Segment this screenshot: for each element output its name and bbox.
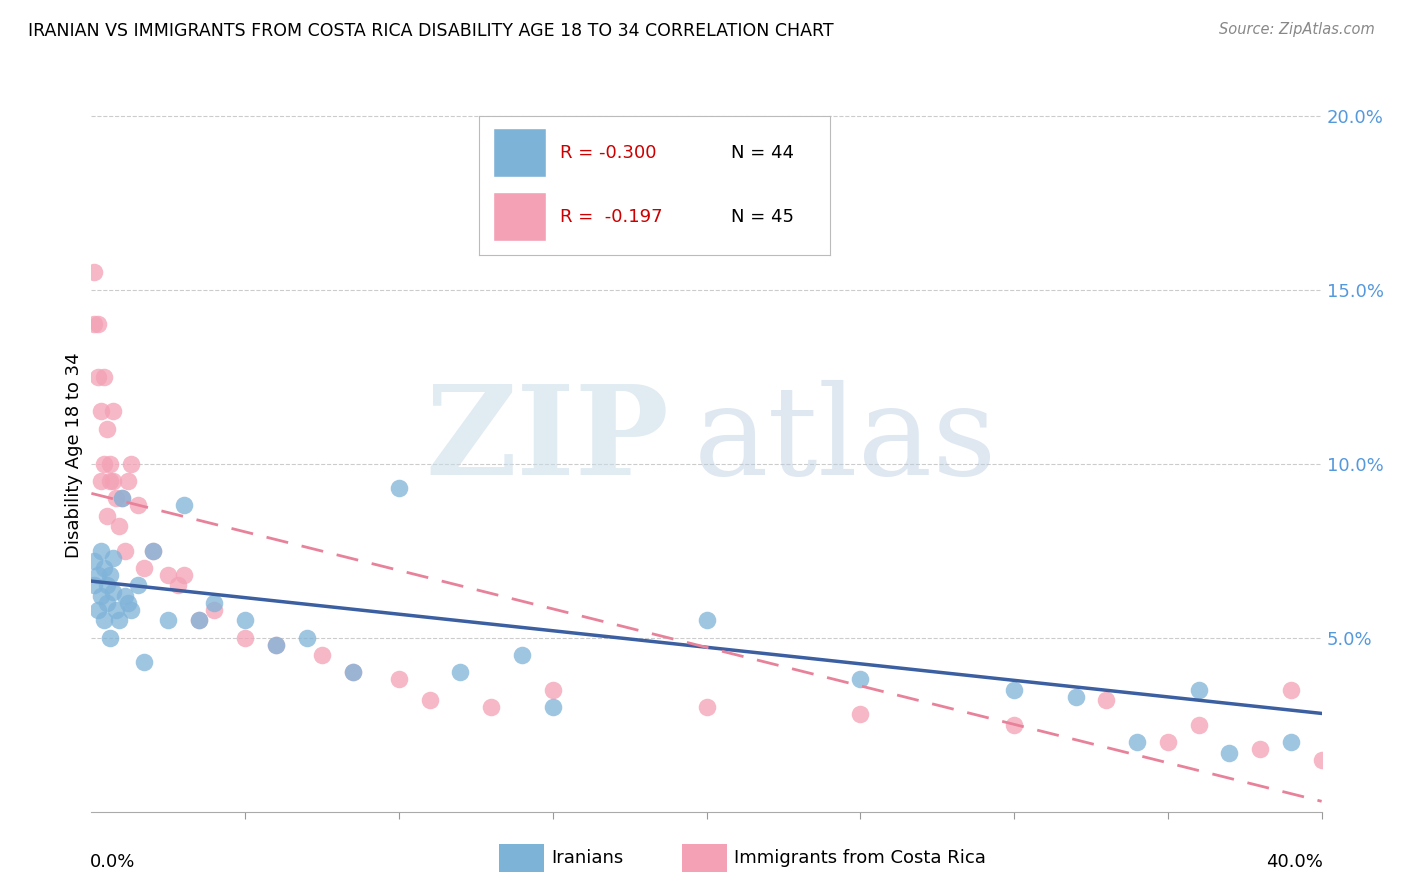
Point xyxy=(233,613,256,627)
Text: Iranians: Iranians xyxy=(551,849,623,867)
Point xyxy=(114,589,136,603)
Point xyxy=(86,318,108,332)
Point xyxy=(311,648,333,662)
Point xyxy=(388,481,411,495)
Point xyxy=(101,550,124,565)
Point xyxy=(117,596,139,610)
Point xyxy=(572,195,595,210)
Point xyxy=(1095,693,1118,707)
Point xyxy=(449,665,471,680)
Point xyxy=(1187,682,1209,697)
Point xyxy=(132,561,155,575)
Point xyxy=(86,568,108,582)
Point xyxy=(1249,742,1271,756)
Point xyxy=(1002,682,1025,697)
Point xyxy=(90,589,112,603)
Point xyxy=(96,596,118,610)
Point xyxy=(541,700,564,714)
Point xyxy=(86,603,108,617)
Point xyxy=(98,457,121,471)
Point xyxy=(342,665,364,680)
Point xyxy=(114,543,136,558)
Point xyxy=(93,369,115,384)
Text: ZIP: ZIP xyxy=(426,380,669,501)
Point xyxy=(188,613,211,627)
Point xyxy=(202,596,225,610)
Point xyxy=(101,585,124,599)
Point xyxy=(541,682,564,697)
Point xyxy=(105,491,127,506)
Point xyxy=(117,474,139,488)
Point xyxy=(120,603,142,617)
Point xyxy=(101,474,124,488)
Point xyxy=(173,568,195,582)
Point xyxy=(188,613,211,627)
Point xyxy=(86,369,108,384)
Point xyxy=(111,491,134,506)
Point xyxy=(142,543,165,558)
Point xyxy=(83,265,105,279)
Point xyxy=(202,603,225,617)
Point xyxy=(696,613,718,627)
Point xyxy=(96,578,118,592)
Point xyxy=(342,665,364,680)
Point xyxy=(295,631,318,645)
Text: atlas: atlas xyxy=(695,380,998,501)
Text: 0.0%: 0.0% xyxy=(90,853,135,871)
Point xyxy=(98,631,121,645)
Text: Source: ZipAtlas.com: Source: ZipAtlas.com xyxy=(1219,22,1375,37)
Text: IRANIAN VS IMMIGRANTS FROM COSTA RICA DISABILITY AGE 18 TO 34 CORRELATION CHART: IRANIAN VS IMMIGRANTS FROM COSTA RICA DI… xyxy=(28,22,834,40)
Point xyxy=(90,474,112,488)
Point xyxy=(696,700,718,714)
Point xyxy=(1002,717,1025,731)
Point xyxy=(90,404,112,418)
Y-axis label: Disability Age 18 to 34: Disability Age 18 to 34 xyxy=(65,352,83,558)
Point xyxy=(101,404,124,418)
Point xyxy=(108,519,131,533)
Point xyxy=(173,499,195,513)
Point xyxy=(479,700,502,714)
Point xyxy=(1218,746,1240,760)
Point xyxy=(96,422,118,436)
Point xyxy=(1279,682,1302,697)
Text: Immigrants from Costa Rica: Immigrants from Costa Rica xyxy=(734,849,986,867)
Point xyxy=(264,638,287,652)
Point xyxy=(142,543,165,558)
Point xyxy=(1126,735,1149,749)
Point xyxy=(233,631,256,645)
Point xyxy=(1157,735,1180,749)
Point xyxy=(111,491,134,506)
Point xyxy=(98,568,121,582)
Point xyxy=(127,499,149,513)
Point xyxy=(388,673,411,687)
Point xyxy=(419,693,441,707)
Point xyxy=(93,613,115,627)
Point xyxy=(93,561,115,575)
Point xyxy=(1187,717,1209,731)
Point xyxy=(849,707,872,722)
Point xyxy=(96,508,118,523)
Point xyxy=(83,318,105,332)
Point xyxy=(105,603,127,617)
Point xyxy=(83,578,105,592)
Point xyxy=(98,474,121,488)
Text: 40.0%: 40.0% xyxy=(1265,853,1323,871)
Point xyxy=(127,578,149,592)
Point xyxy=(83,554,105,568)
Point xyxy=(1064,690,1087,704)
Point xyxy=(1310,752,1333,766)
Point xyxy=(108,613,131,627)
Point xyxy=(157,613,180,627)
Point xyxy=(157,568,180,582)
Point xyxy=(166,578,188,592)
Point xyxy=(90,543,112,558)
Point xyxy=(264,638,287,652)
Point xyxy=(849,673,872,687)
Point xyxy=(1279,735,1302,749)
Point xyxy=(120,457,142,471)
Point xyxy=(93,457,115,471)
Point xyxy=(510,648,533,662)
Point xyxy=(132,655,155,669)
